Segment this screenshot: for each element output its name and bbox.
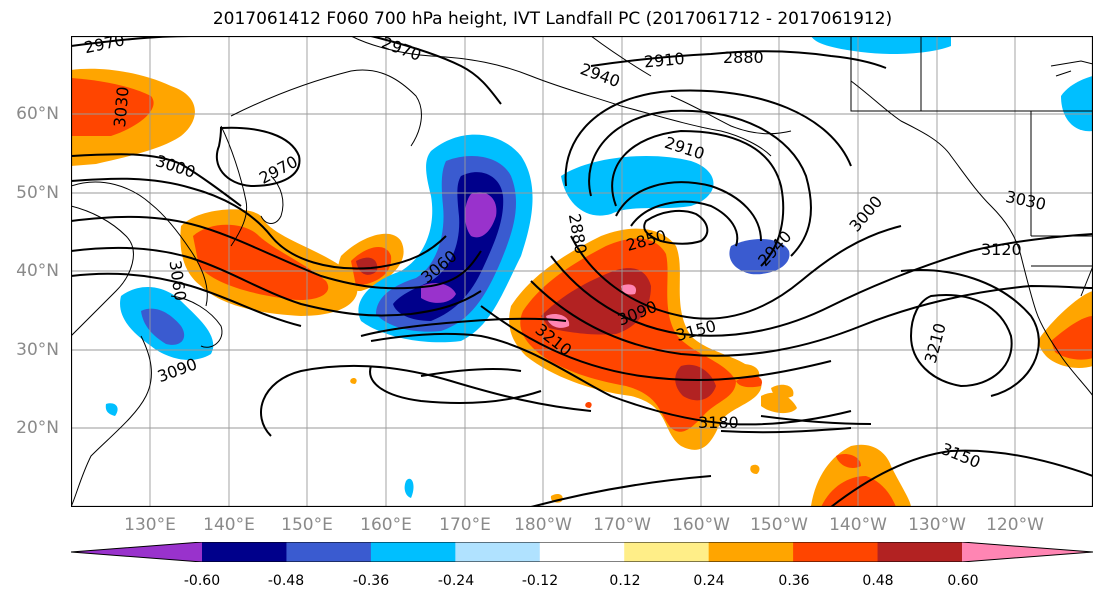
colorbar-tick-label: 0.12 (609, 573, 641, 589)
lat-label-50n: 50°N (16, 183, 59, 203)
coastlines (71, 36, 1093, 507)
colorbar-segment (71, 542, 202, 562)
colorbar-segment (286, 542, 372, 562)
lon-label-130e: 130°E (124, 515, 176, 535)
colorbar (71, 542, 1093, 562)
contour-label: 2880 (723, 48, 764, 67)
lat-label-40n: 40°N (16, 261, 59, 281)
ivt-anomaly-negative (421, 283, 456, 303)
ivt-anomaly-positive (350, 377, 357, 384)
contour-label: 3180 (698, 413, 739, 432)
lat-label-30n: 30°N (16, 340, 59, 360)
ivt-anomaly-positive (541, 268, 651, 335)
map-panel: 2970 2970 2970 2910 2880 2940 3030 3000 … (71, 36, 1093, 507)
lat-label-60n: 60°N (16, 104, 59, 124)
lon-label-160w: 160°W (672, 515, 730, 535)
ivt-anomaly-negative (141, 308, 185, 345)
lat-label-20n: 20°N (16, 418, 59, 438)
colorbar-tick-label: -0.48 (267, 573, 305, 589)
colorbar-segment (624, 542, 710, 562)
colorbar-segment (877, 542, 963, 562)
colorbar-tick-label: -0.60 (183, 573, 221, 589)
lon-label-180w: 180°W (514, 515, 572, 535)
colorbar-segment (962, 542, 1093, 562)
lon-label-140w: 140°W (829, 515, 887, 535)
ivt-anomaly-negative (561, 156, 714, 216)
ivt-anomaly-positive (71, 78, 154, 136)
lon-label-170e: 170°E (439, 515, 491, 535)
lon-label-170w: 170°W (593, 515, 651, 535)
ivt-anomaly-positive (1051, 316, 1093, 360)
contour-label: 2910 (643, 49, 685, 71)
lon-label-120w: 120°W (986, 515, 1044, 535)
colorbar-segment (202, 542, 287, 562)
lon-label-150e: 150°E (281, 515, 333, 535)
ivt-anomaly-positive (675, 364, 716, 401)
colorbar-segments (71, 542, 1093, 562)
ivt-anomaly-positive (193, 224, 329, 301)
height-contours (71, 36, 1093, 507)
ivt-anomaly-negative (465, 192, 497, 238)
colorbar-segment (455, 542, 541, 562)
ivt-anomaly-negative (811, 36, 951, 54)
ivt-anomaly-positive (750, 464, 760, 474)
colorbar-tick-label: 0.48 (862, 573, 894, 589)
colorbar-tick-label: 0.60 (947, 573, 979, 589)
colorbar-tick-label: 0.24 (693, 573, 725, 589)
lon-label-130w: 130°W (908, 515, 966, 535)
contour-label: 3120 (981, 240, 1022, 259)
lon-label-140e: 140°E (203, 515, 255, 535)
ivt-anomaly-negative (404, 478, 414, 498)
colorbar-segment (539, 542, 625, 562)
colorbar-tick-label: -0.24 (437, 573, 475, 589)
colorbar-segment (793, 542, 879, 562)
lon-label-160e: 160°E (360, 515, 412, 535)
map-title: 2017061412 F060 700 hPa height, IVT Land… (212, 9, 893, 29)
ivt-anomaly-positive (731, 364, 760, 379)
colorbar-tick-label: -0.36 (352, 573, 390, 589)
ivt-anomaly-negative (105, 403, 118, 416)
ivt-anomaly-positive (836, 454, 861, 468)
colorbar-tick-label: 0.36 (778, 573, 810, 589)
contour-label: 3030 (110, 86, 132, 128)
colorbar-segment (708, 542, 794, 562)
lon-label-150w: 150°W (750, 515, 808, 535)
ivt-anomaly-positive (621, 284, 637, 295)
ivt-anomaly-positive (585, 401, 592, 408)
ivt-anomaly-negative (1061, 76, 1093, 132)
colorbar-segment (370, 542, 456, 562)
graticule (71, 36, 1093, 507)
colorbar-tick-label: -0.12 (521, 573, 559, 589)
